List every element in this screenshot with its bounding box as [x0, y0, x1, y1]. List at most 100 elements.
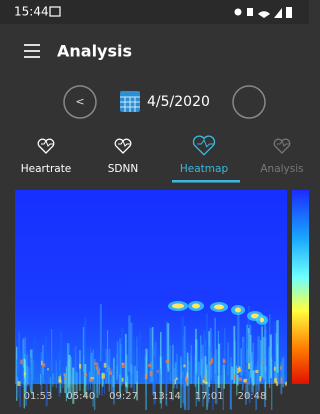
- heatmap-hot: [96, 366, 99, 369]
- heatmap-hot: [281, 377, 283, 383]
- tab-icon-pulse: [118, 141, 130, 146]
- heatmap-streak: [79, 350, 80, 391]
- tab-label: Heatmap: [180, 163, 229, 175]
- heatmap-hot: [274, 378, 277, 383]
- heatmap-streak: [202, 359, 203, 381]
- heatmap-hot: [97, 369, 99, 374]
- tab[interactable]: Heartrate: [21, 139, 72, 175]
- heatmap-streak: [260, 340, 262, 379]
- heatmap-hot: [24, 372, 26, 375]
- heatmap-hot: [122, 363, 125, 368]
- heatmap-streak: [223, 358, 224, 410]
- heatmap-streak: [21, 367, 23, 386]
- heatmap-hot: [79, 364, 81, 369]
- heatmap-streak: [24, 359, 26, 392]
- tab[interactable]: Heatmap: [180, 136, 229, 175]
- heatmap-streak: [173, 368, 175, 388]
- heatmap-hot: [85, 374, 87, 377]
- heatmap-streak: [237, 375, 239, 386]
- heatmap-hot: [239, 377, 242, 381]
- heatmap-streak: [29, 358, 31, 389]
- date-label: 4/5/2020: [147, 94, 210, 110]
- heatmap-hot: [243, 379, 246, 382]
- tab-icon-pulse: [277, 141, 289, 146]
- x-label: 01:53: [24, 391, 53, 402]
- heatmap-hot: [109, 368, 111, 371]
- heatmap-streak: [159, 368, 161, 384]
- heatmap-band-core: [192, 304, 200, 309]
- heatmap-streak: [276, 320, 278, 372]
- heatmap-hot: [145, 373, 147, 379]
- heatmap-streak: [182, 317, 184, 372]
- heatmap-streak: [191, 345, 192, 384]
- heatmap-streak: [227, 343, 229, 376]
- heatmap-hot: [204, 375, 206, 380]
- heatmap-streak: [91, 353, 93, 379]
- heatmap-hot: [166, 360, 169, 363]
- heatmap-streak: [139, 331, 141, 382]
- heatmap-streak: [206, 313, 208, 370]
- heatmap-streak: [51, 355, 52, 387]
- heatmap-streak: [71, 375, 72, 386]
- heatmap-hot: [202, 380, 204, 383]
- heatmap-hot: [239, 367, 241, 372]
- heatmap-streak: [224, 328, 225, 369]
- heatmap-hot: [255, 370, 258, 373]
- heatmap-hot: [47, 368, 49, 370]
- heatmap-streak: [108, 365, 109, 383]
- heatmap-streak: [56, 361, 57, 388]
- tab[interactable]: Analysis: [260, 139, 303, 175]
- heatmap-streak: [230, 362, 231, 410]
- prev-label: <: [75, 95, 84, 108]
- status-time: 15:44: [14, 5, 49, 19]
- heatmap-streak: [237, 314, 239, 368]
- heatmap-streak: [27, 355, 28, 385]
- heatmap-streak: [204, 331, 205, 381]
- heatmap-streak: [265, 372, 267, 381]
- heatmap-hot: [176, 377, 178, 379]
- heatmap-streak: [133, 338, 135, 391]
- heatmap-streak: [136, 337, 137, 382]
- tab-bar: Heartrate SDNN Heatmap Analysis: [21, 136, 304, 182]
- heatmap-streak: [176, 354, 178, 389]
- tab-label: Analysis: [260, 163, 303, 175]
- heatmap-hot: [94, 362, 97, 365]
- heatmap-hot: [150, 371, 153, 376]
- heatmap-streak: [68, 355, 70, 392]
- app-title: Analysis: [57, 42, 132, 61]
- heatmap-streak: [83, 327, 85, 371]
- heatmap-streak: [125, 334, 127, 382]
- heatmap-hot: [109, 371, 112, 375]
- heatmap-hot: [223, 360, 226, 363]
- heatmap-streak: [128, 315, 130, 371]
- heatmap-streak: [211, 353, 212, 378]
- heatmap-streak: [218, 344, 220, 388]
- heatmap-streak: [104, 376, 105, 394]
- heatmap-streak: [269, 377, 270, 388]
- tab-icon-pulse: [197, 140, 213, 147]
- tab-indicator: [172, 180, 240, 183]
- heatmap-streak: [87, 354, 89, 391]
- heatmap-hot: [234, 375, 236, 380]
- heatmap-streak: [242, 342, 243, 383]
- next-button[interactable]: [233, 86, 265, 118]
- tab-icon-pulse: [41, 141, 53, 146]
- heatmap-streak: [19, 349, 21, 407]
- tab[interactable]: SDNN: [108, 139, 138, 175]
- tab-label: Heartrate: [21, 163, 72, 175]
- heatmap-streak: [252, 371, 254, 386]
- heatmap-hot: [42, 363, 45, 366]
- heatmap-hot: [20, 360, 22, 365]
- heatmap-streak: [117, 341, 119, 376]
- tab-icon: [193, 136, 214, 155]
- heatmap-streak: [94, 359, 95, 410]
- heatmap-hot: [285, 382, 287, 386]
- heatmap-streak: [163, 356, 165, 384]
- heatmap-streak: [119, 338, 121, 385]
- heatmap-hot: [248, 363, 250, 369]
- tab-label: SDNN: [108, 163, 138, 175]
- heatmap-hot: [58, 380, 61, 383]
- heatmap-hot: [261, 361, 263, 363]
- heatmap-streak: [246, 363, 248, 379]
- heatmap-hot: [183, 364, 185, 367]
